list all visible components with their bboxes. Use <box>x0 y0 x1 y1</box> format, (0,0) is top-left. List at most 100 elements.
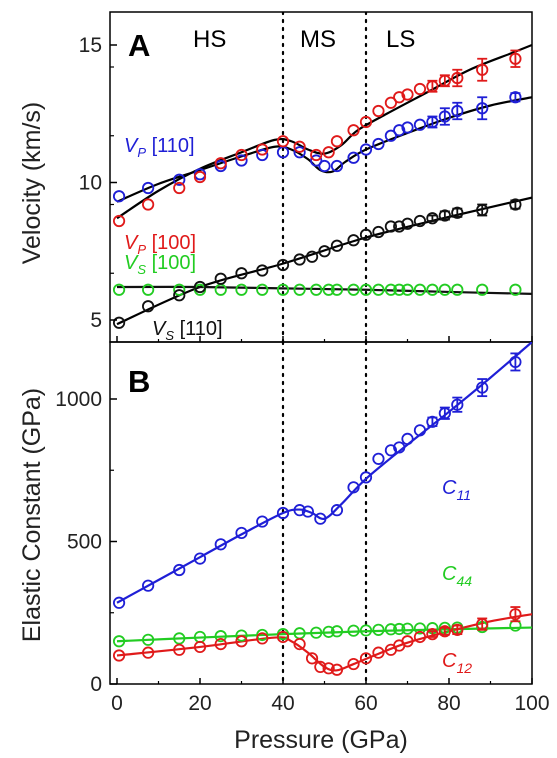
data-point-A-1 <box>330 135 344 148</box>
data-point-B-0 <box>401 432 414 445</box>
x-tick-label-80: 80 <box>437 692 460 715</box>
data-point-B-1 <box>322 625 335 638</box>
data-point-A-2 <box>438 283 451 296</box>
data-point-A-1 <box>372 104 385 118</box>
data-point-A-0 <box>359 143 373 156</box>
y-tick-label-B-1000: 1000 <box>55 388 102 411</box>
x-tick-label-40: 40 <box>271 692 294 715</box>
panel-a-letter: A <box>128 28 150 63</box>
data-point-B-1 <box>235 629 248 642</box>
data-point-A-0 <box>438 110 451 123</box>
data-point-A-0 <box>426 115 439 129</box>
data-point-B-1 <box>347 624 360 637</box>
data-point-A-2 <box>112 283 126 296</box>
data-point-A-1 <box>214 157 227 170</box>
data-point-A-0 <box>142 181 155 195</box>
data-point-B-2 <box>413 630 427 644</box>
y-tick-label-A-10: 10 <box>79 172 102 195</box>
data-point-A-3 <box>413 214 427 228</box>
data-point-A-1 <box>276 135 290 148</box>
data-point-B-1 <box>372 623 385 636</box>
x-tick-label-0: 0 <box>111 692 123 715</box>
data-point-A-2 <box>393 283 406 296</box>
series-label-vs110: VS [110] <box>152 318 223 343</box>
data-point-B-2 <box>347 657 360 671</box>
data-point-B-2 <box>401 635 414 648</box>
series-label-c12: C12 <box>442 650 472 676</box>
data-point-B-1 <box>214 630 227 643</box>
data-point-A-2 <box>451 283 464 296</box>
data-point-A-0 <box>256 148 269 162</box>
data-point-A-3 <box>276 258 290 272</box>
data-point-A-2 <box>276 283 290 296</box>
data-point-A-3 <box>214 272 227 285</box>
data-point-A-1 <box>310 148 323 162</box>
data-point-B-2 <box>276 630 290 644</box>
data-point-A-2 <box>509 283 522 296</box>
data-point-B-1 <box>173 632 186 645</box>
x-tick-label-20: 20 <box>188 692 211 715</box>
data-point-A-1 <box>438 74 451 87</box>
data-point-A-1 <box>476 63 489 76</box>
data-point-A-3 <box>384 220 397 233</box>
data-point-B-0 <box>276 506 290 520</box>
region-label-hs: HS <box>193 26 226 53</box>
data-point-A-2 <box>384 283 397 296</box>
data-point-A-3 <box>347 234 360 247</box>
data-point-B-1 <box>142 633 155 646</box>
data-point-A-3 <box>476 203 489 217</box>
data-point-A-0 <box>318 159 331 173</box>
data-point-A-2 <box>322 283 335 296</box>
data-point-A-0 <box>112 190 126 203</box>
data-point-B-1 <box>401 622 414 635</box>
data-point-B-0 <box>509 355 522 369</box>
data-point-A-3 <box>193 280 207 294</box>
data-point-B-0 <box>193 552 207 565</box>
data-point-A-2 <box>476 283 489 296</box>
data-point-A-2 <box>347 283 360 296</box>
data-point-B-2 <box>235 635 248 648</box>
data-point-B-2 <box>142 646 155 659</box>
data-point-B-1 <box>112 635 126 648</box>
panel-b-data-points <box>112 352 522 676</box>
data-point-A-1 <box>193 170 207 184</box>
data-point-A-3 <box>426 212 439 225</box>
data-point-B-2 <box>293 637 306 651</box>
data-point-A-2 <box>256 283 269 296</box>
data-point-A-2 <box>359 283 373 296</box>
data-point-B-0 <box>359 471 373 484</box>
data-point-B-0 <box>413 424 427 437</box>
series-label-vs100: VS [100] <box>124 252 196 277</box>
data-point-A-0 <box>384 129 397 142</box>
data-point-B-2 <box>173 643 186 656</box>
series-label-c11: C11 <box>442 477 471 503</box>
data-point-B-0 <box>301 505 314 518</box>
panel-b-frame <box>109 341 533 685</box>
data-point-B-0 <box>393 441 406 454</box>
data-point-A-3 <box>256 264 269 277</box>
data-point-A-3 <box>451 206 464 219</box>
data-point-A-3 <box>305 250 319 263</box>
y-axis-title-elastic-constant: Elastic Constant (GPa) <box>18 388 46 642</box>
series-label-vp110: VP [110] <box>124 135 195 160</box>
data-point-B-0 <box>347 481 360 494</box>
data-point-B-2 <box>256 632 269 645</box>
data-point-B-1 <box>384 623 397 636</box>
data-point-A-0 <box>330 159 344 173</box>
region-label-ms: MS <box>300 26 336 53</box>
data-point-A-0 <box>393 124 406 137</box>
data-point-B-2 <box>509 608 522 621</box>
y-tick-label-A-15: 15 <box>79 34 102 57</box>
data-point-B-1 <box>256 628 269 642</box>
data-point-B-0 <box>214 538 227 551</box>
data-point-B-0 <box>426 415 439 428</box>
data-point-A-0 <box>476 102 489 115</box>
data-point-B-0 <box>384 444 397 457</box>
data-point-A-3 <box>401 217 414 230</box>
data-point-A-1 <box>322 146 335 159</box>
data-point-A-1 <box>393 91 406 104</box>
data-point-A-0 <box>235 154 248 167</box>
data-point-A-1 <box>235 148 248 162</box>
data-point-A-0 <box>347 151 360 164</box>
